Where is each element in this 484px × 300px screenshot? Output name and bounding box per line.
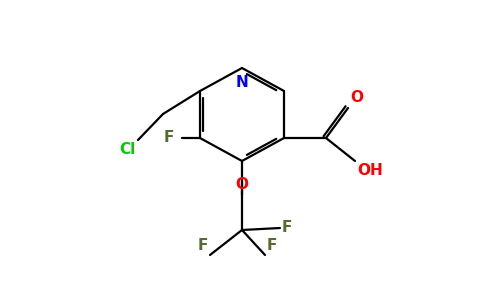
Text: O: O <box>350 90 363 105</box>
Text: F: F <box>164 130 174 146</box>
Text: Cl: Cl <box>119 142 135 157</box>
Text: F: F <box>282 220 292 236</box>
Text: F: F <box>197 238 208 253</box>
Text: N: N <box>236 75 248 90</box>
Text: OH: OH <box>357 163 383 178</box>
Text: F: F <box>267 238 277 253</box>
Text: O: O <box>236 177 248 192</box>
